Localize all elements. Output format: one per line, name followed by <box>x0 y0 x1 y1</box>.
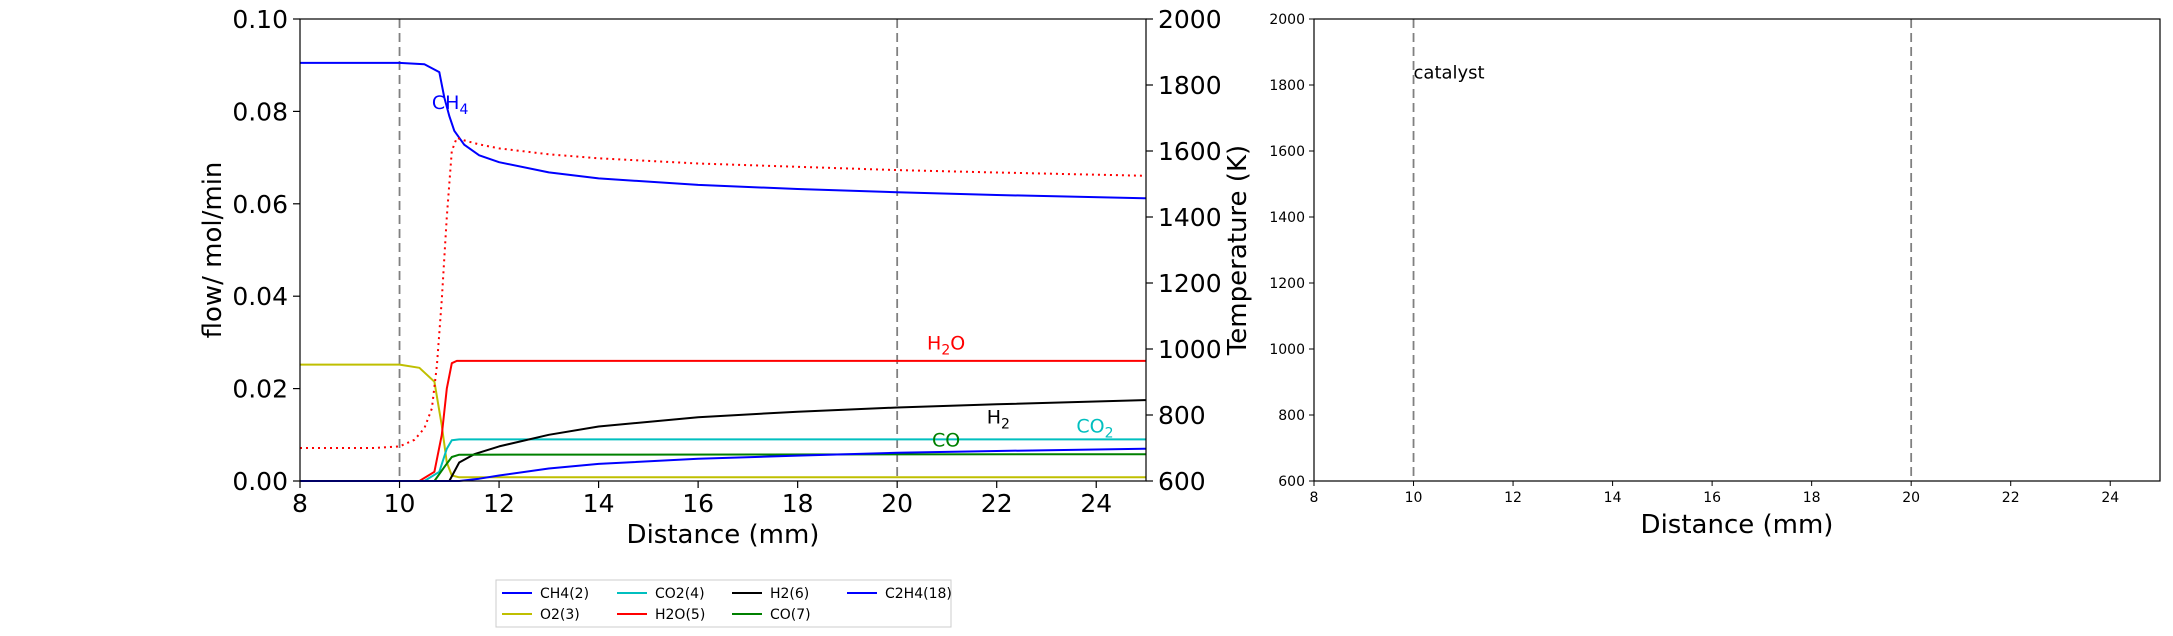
right-x-tick-label: 8 <box>1310 490 1319 506</box>
legend-label: H2(6) <box>770 586 809 602</box>
legend-label: O2(3) <box>540 607 580 623</box>
y2-tick-label: 600 <box>1158 467 1206 496</box>
series-line-c2h418 <box>300 447 1147 482</box>
right-plot-frame <box>1313 18 2161 482</box>
right-y-tick-label: 800 <box>1278 408 1305 424</box>
catalyst-label: catalyst <box>1414 62 1485 83</box>
left-y-axis-label: flow/ mol/min <box>198 162 228 339</box>
legend-label: H2O(5) <box>655 607 705 623</box>
series-line-h26 <box>300 399 1147 482</box>
left-x-axis-label: Distance (mm) <box>627 520 820 550</box>
right-x-tick-label: 20 <box>1902 490 1920 506</box>
y2-tick-label: 1600 <box>1158 137 1222 166</box>
legend-entry-ch42: CH4(2) <box>502 586 589 602</box>
flow-temperature-chart: CH4 H2O H2 CO2 CO 8 10 12 14 16 18 20 22 24 0.00 0.02… <box>198 5 1253 550</box>
right-x-tick-label: 22 <box>2002 490 2020 506</box>
y2-tick-label: 1400 <box>1158 203 1222 232</box>
y2-tick-label: 2000 <box>1158 5 1222 34</box>
legend-entry-co7: CO(7) <box>732 607 811 623</box>
legend-label: CH4(2) <box>540 586 589 602</box>
right-y-tick-label: 1800 <box>1269 78 1305 94</box>
legend-entry-h2o5: H2O(5) <box>617 607 705 623</box>
right-x-tick-label: 14 <box>1604 490 1622 506</box>
y-tick-label: 0.08 <box>232 97 288 126</box>
species-label-2: H2 <box>987 406 1010 432</box>
legend-entry-c2h418: C2H4(18) <box>847 586 952 602</box>
right-x-axis-label: Distance (mm) <box>1641 510 1834 540</box>
x-tick-label: 24 <box>1080 489 1112 518</box>
x-tick-label: 14 <box>583 489 615 518</box>
right-x-tick-label: 24 <box>2101 490 2119 506</box>
species-label-1: H2O <box>927 332 965 358</box>
legend-entry-o23: O2(3) <box>502 607 580 623</box>
y2-tick-label: 1200 <box>1158 269 1222 298</box>
y-tick-label: 0.00 <box>232 467 288 496</box>
y-tick-label: 0.06 <box>232 190 288 219</box>
y-tick-label: 0.02 <box>232 375 288 404</box>
legend-label: CO2(4) <box>655 586 705 602</box>
y-tick-label: 0.04 <box>232 282 288 311</box>
right-y-tick-label: 1000 <box>1269 342 1305 358</box>
legend-frame <box>495 579 952 628</box>
x-tick-label: 18 <box>782 489 814 518</box>
y2-tick-label: 1800 <box>1158 71 1222 100</box>
series-line-co24 <box>300 438 1146 482</box>
series-line-temperature <box>300 136 1147 449</box>
series-line-h2o5 <box>300 359 1146 482</box>
right-y-axis-label: Temperature (K) <box>1223 145 1253 356</box>
right-y-tick-label: 1600 <box>1269 144 1305 160</box>
right-y-tick-label: 1400 <box>1269 210 1305 226</box>
right-y-tick-label: 600 <box>1278 474 1305 490</box>
left-plot-frame <box>299 18 1147 482</box>
y2-tick-label: 1000 <box>1158 335 1222 364</box>
x-tick-label: 8 <box>292 489 308 518</box>
species-label-4: CO <box>932 429 960 451</box>
catalyst-temperature-chart: catalyst 8 10 12 14 16 18 20 22 24 600 800 1000 120… <box>1269 12 2161 540</box>
species-label-0: CH4 <box>432 92 469 118</box>
x-tick-label: 10 <box>384 489 416 518</box>
legend-entry-h26: H2(6) <box>732 586 809 602</box>
right-x-tick-label: 16 <box>1703 490 1721 506</box>
right-x-tick-label: 12 <box>1504 490 1522 506</box>
legend: CH4(2) O2(3) CO2(4) H2O(5) H2(6) CO(7) C2H4(18… <box>495 579 952 628</box>
legend-label: C2H4(18) <box>885 586 952 602</box>
y2-tick-label: 800 <box>1158 401 1206 430</box>
series-line-ch42 <box>300 61 1147 200</box>
y-tick-label: 0.10 <box>232 5 288 34</box>
x-tick-label: 22 <box>981 489 1013 518</box>
x-tick-label: 16 <box>682 489 714 518</box>
right-y-tick-label: 1200 <box>1269 276 1305 292</box>
legend-label: CO(7) <box>770 607 811 623</box>
right-x-tick-label: 10 <box>1405 490 1423 506</box>
x-tick-label: 12 <box>483 489 515 518</box>
x-tick-label: 20 <box>881 489 913 518</box>
legend-entry-co24: CO2(4) <box>617 586 705 602</box>
right-y-tick-label: 2000 <box>1269 12 1305 28</box>
species-label-3: CO2 <box>1076 415 1113 441</box>
right-x-tick-label: 18 <box>1803 490 1821 506</box>
